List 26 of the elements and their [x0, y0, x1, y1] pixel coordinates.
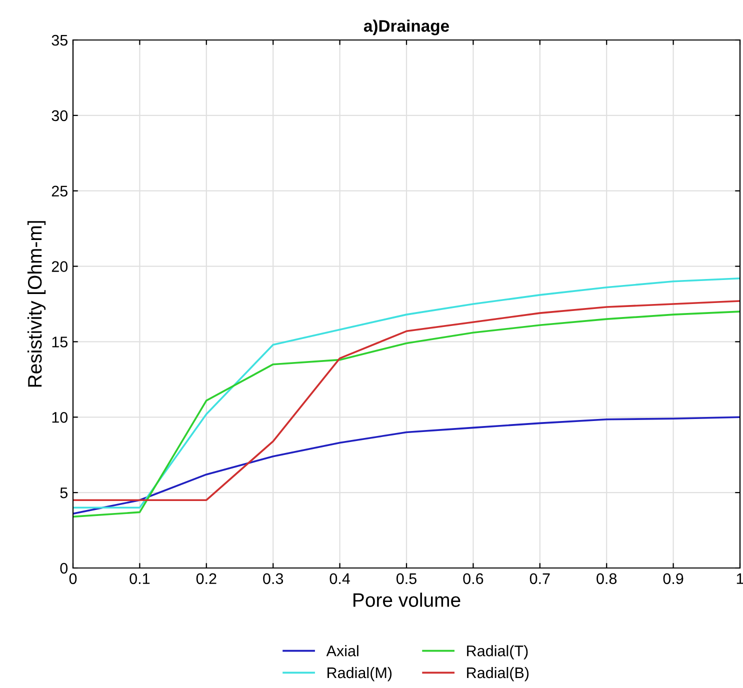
- legend-label: Radial(M): [328, 666, 392, 682]
- y-tick-label: 25: [52, 186, 68, 197]
- y-tick-label: 15: [52, 336, 68, 348]
- x-tick-label: 0.8: [596, 573, 617, 584]
- x-tick-label: 0.1: [130, 573, 150, 584]
- x-tick-label: 0.2: [196, 573, 216, 584]
- legend-label: Radial(B): [467, 666, 529, 682]
- y-axis-title: Resistivity [Ohm-m]: [27, 221, 46, 387]
- y-tick-label: 0: [60, 562, 68, 574]
- x-tick-label: 0: [69, 573, 77, 584]
- x-tick-label: 0.9: [663, 573, 684, 584]
- chart-title: a)Drainage: [364, 20, 450, 36]
- y-tick-label: 10: [52, 412, 68, 423]
- x-tick-label: 0.7: [530, 573, 550, 584]
- y-tick-label: 35: [52, 34, 68, 46]
- x-tick-label: 0.5: [396, 573, 416, 584]
- x-tick-label: 0.3: [263, 573, 284, 584]
- x-axis-title: Pore volume: [354, 592, 460, 607]
- y-tick-label: 30: [52, 110, 68, 122]
- line-series: [73, 416, 740, 515]
- legend-label: Radial(T): [467, 645, 528, 660]
- x-tick-label: 0.4: [330, 573, 350, 584]
- legend-label: Axial: [326, 645, 358, 656]
- y-tick-label: 5: [60, 488, 68, 498]
- x-tick-label: 0.6: [463, 573, 484, 584]
- y-tick-label: 20: [52, 261, 68, 272]
